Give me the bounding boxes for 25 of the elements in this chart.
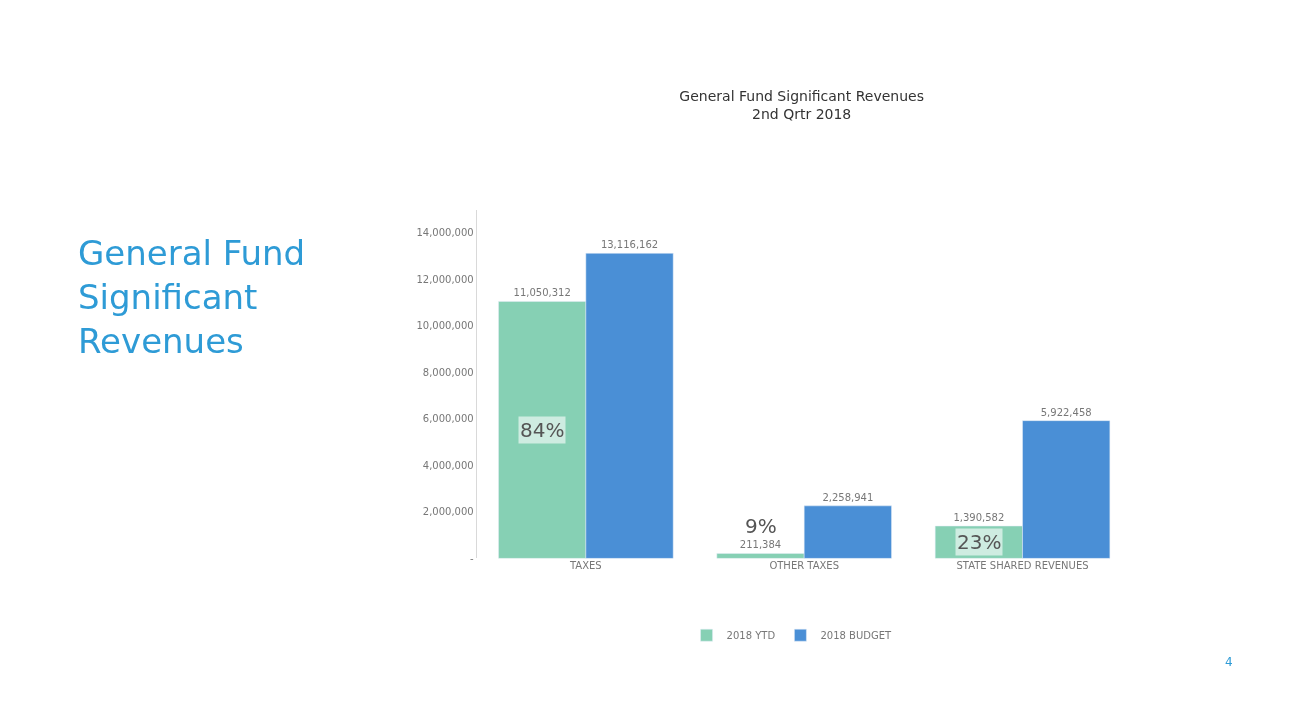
annotation: 9% bbox=[745, 514, 777, 538]
data-label: 1,390,582 bbox=[953, 512, 1005, 524]
data-label: 2,258,941 bbox=[822, 491, 874, 503]
text: General Fund Significant Revenues bbox=[78, 233, 306, 362]
legend-label: 2018 BUDGET bbox=[820, 630, 892, 642]
x-tick-label: OTHER TAXES bbox=[769, 560, 840, 572]
annotation: 23% bbox=[957, 530, 1002, 554]
data-label: 211,384 bbox=[739, 539, 782, 551]
y-tick-label: 12,000,000 bbox=[416, 273, 474, 285]
y-tick-label: 10,000,000 bbox=[416, 320, 474, 332]
x-tick-label: STATE SHARED REVENUES bbox=[956, 560, 1089, 572]
text: 4 bbox=[1225, 655, 1233, 669]
y-tick-label: - bbox=[470, 552, 475, 564]
y-tick-label: 8,000,000 bbox=[422, 366, 474, 378]
data-label: 11,050,312 bbox=[513, 287, 571, 299]
data-label: 13,116,162 bbox=[600, 239, 659, 251]
y-tick-label: 2,000,000 bbox=[422, 506, 474, 518]
data-label: 5,922,458 bbox=[1040, 406, 1092, 418]
y-tick-label: 14,000,000 bbox=[416, 227, 474, 239]
y-tick-label: 6,000,000 bbox=[422, 413, 474, 425]
x-tick-label: TAXES bbox=[569, 560, 602, 572]
y-tick-label: 4,000,000 bbox=[422, 459, 474, 471]
annotation: 84% bbox=[520, 418, 565, 442]
legend-label: 2018 YTD bbox=[726, 630, 776, 642]
chart-title: General Fund Significant Revenues 2nd Qrtr 2018 bbox=[679, 88, 924, 123]
